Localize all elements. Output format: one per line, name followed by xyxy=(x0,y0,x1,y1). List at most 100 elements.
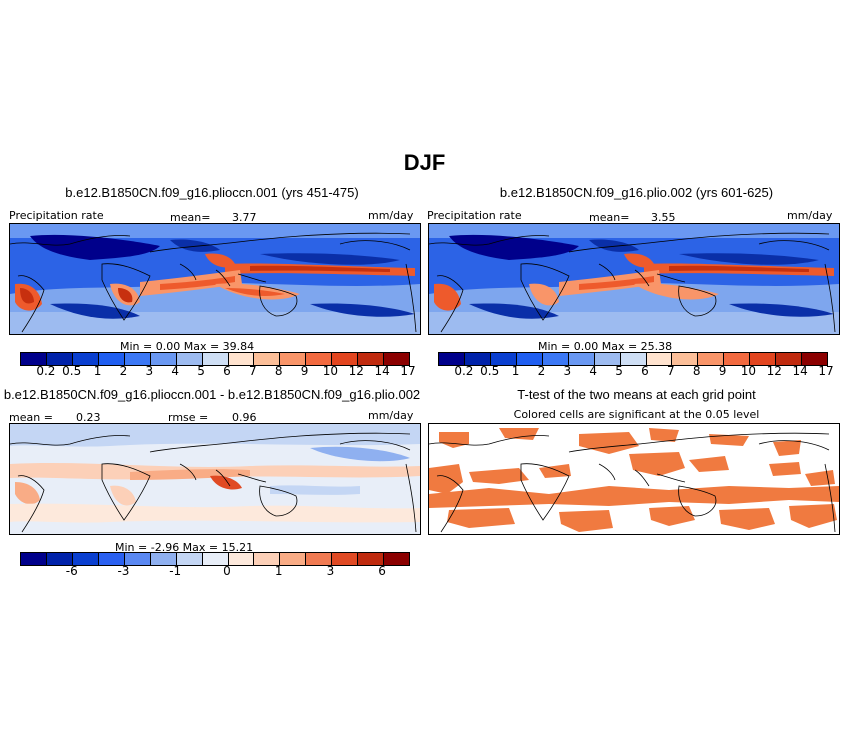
panel2-title: b.e12.B1850CN.f09_g16.plio.002 (yrs 601-… xyxy=(499,185,774,200)
panel3-map-svg xyxy=(10,424,420,534)
colorbar-swatch xyxy=(280,553,307,565)
colorbar-swatch xyxy=(98,353,125,365)
colorbar-label: 3 xyxy=(563,364,572,378)
colorbar-swatch xyxy=(594,353,621,365)
colorbar-label: 6 xyxy=(378,564,386,578)
colorbar-label: 0.2 xyxy=(454,364,474,378)
panel1-colorbar xyxy=(20,352,410,366)
colorbar-label: 5 xyxy=(197,364,205,378)
panel3-rmse-label: rmse = xyxy=(168,411,209,424)
colorbar-label: -1 xyxy=(169,564,182,578)
panel1-colorbar-labels: 0.2 0.5 1 2 3 4 5 6 7 8 9 10 12 14 17 xyxy=(20,364,415,380)
colorbar-swatch xyxy=(150,553,177,565)
colorbar-swatch xyxy=(802,353,828,365)
colorbar-swatch xyxy=(254,553,281,565)
colorbar-swatch xyxy=(202,553,229,565)
panel2-colorbar-labels: 0.2 0.5 1 2 3 4 5 6 7 8 9 10 12 14 17 xyxy=(438,364,833,380)
colorbar-label: 10 xyxy=(322,364,339,378)
panel3-colorbar xyxy=(20,552,410,566)
colorbar-swatch xyxy=(124,353,151,365)
panel3-mean-value: 0.23 xyxy=(76,411,101,424)
colorbar-swatch xyxy=(46,553,73,565)
colorbar-label: 12 xyxy=(348,364,364,378)
colorbar-swatch xyxy=(646,353,673,365)
colorbar-label: -6 xyxy=(65,564,78,578)
colorbar-label: 8 xyxy=(274,364,283,378)
panel4-map xyxy=(428,423,840,535)
colorbar-label: 2 xyxy=(537,364,546,378)
colorbar-label: 5 xyxy=(615,364,623,378)
panel3-mean-label: mean = xyxy=(9,411,53,424)
panel3-title: b.e12.B1850CN.f09_g16.plioccn.001 - b.e1… xyxy=(3,387,421,402)
panel2-minmax: Min = 0.00 Max = 25.38 xyxy=(538,340,673,353)
colorbar-label: 8 xyxy=(692,364,701,378)
colorbar-label: 17 xyxy=(400,364,416,378)
colorbar-swatch xyxy=(672,353,699,365)
colorbar-swatch xyxy=(254,353,281,365)
colorbar-swatch xyxy=(72,353,99,365)
colorbar-swatch xyxy=(306,353,333,365)
colorbar-swatch xyxy=(439,353,465,365)
panel4-title: T-test of the two means at each grid poi… xyxy=(517,387,756,402)
colorbar-swatch xyxy=(228,553,255,565)
colorbar-label: 1 xyxy=(511,364,520,378)
colorbar-swatch xyxy=(542,353,569,365)
colorbar-label: 2 xyxy=(119,364,128,378)
colorbar-swatch xyxy=(332,353,359,365)
colorbar-label: 9 xyxy=(718,364,727,378)
colorbar-swatch xyxy=(750,353,777,365)
colorbar-swatch xyxy=(280,353,307,365)
colorbar-label: 9 xyxy=(300,364,309,378)
colorbar-swatch xyxy=(306,553,333,565)
colorbar-swatch xyxy=(620,353,647,365)
colorbar-swatch xyxy=(72,553,99,565)
colorbar-swatch xyxy=(568,353,595,365)
colorbar-swatch xyxy=(176,553,203,565)
colorbar-swatch xyxy=(98,553,125,565)
colorbar-label: 10 xyxy=(740,364,757,378)
colorbar-swatch xyxy=(776,353,803,365)
colorbar-swatch xyxy=(490,353,517,365)
colorbar-label: 1 xyxy=(93,364,102,378)
panel3-units: mm/day xyxy=(368,409,414,422)
panel3-minmax: Min = -2.96 Max = 15.21 xyxy=(115,541,254,554)
colorbar-swatch xyxy=(150,353,177,365)
colorbar-label: 7 xyxy=(248,364,257,378)
panel1-mean-value: 3.77 xyxy=(232,211,257,224)
colorbar-swatch xyxy=(46,353,73,365)
panel1-title: b.e12.B1850CN.f09_g16.plioccn.001 (yrs 4… xyxy=(65,185,359,200)
colorbar-label: 14 xyxy=(792,364,808,378)
colorbar-label: 3 xyxy=(326,564,335,578)
colorbar-label: 4 xyxy=(171,364,180,378)
colorbar-label: 6 xyxy=(223,364,231,378)
panel1-minmax: Min = 0.00 Max = 39.84 xyxy=(120,340,255,353)
colorbar-label: 0 xyxy=(223,564,231,578)
panel2-map xyxy=(428,223,840,335)
colorbar-label: 4 xyxy=(589,364,598,378)
colorbar-label: 1 xyxy=(274,564,283,578)
panel1-mean-label: mean= xyxy=(170,211,211,224)
panel1-variable: Precipitation rate xyxy=(9,209,104,222)
panel2-mean-value: 3.55 xyxy=(651,211,676,224)
panel1-map-svg xyxy=(10,224,420,334)
panel2-mean-label: mean= xyxy=(589,211,630,224)
panel4-map-svg xyxy=(429,424,839,534)
panel3-map xyxy=(9,423,421,535)
panel4-subtitle: Colored cells are significant at the 0.0… xyxy=(513,408,760,421)
colorbar-swatch xyxy=(464,353,491,365)
colorbar-swatch xyxy=(384,353,410,365)
colorbar-swatch xyxy=(698,353,725,365)
colorbar-swatch xyxy=(332,553,359,565)
colorbar-label: 3 xyxy=(145,364,154,378)
colorbar-label: -3 xyxy=(117,564,130,578)
colorbar-label: 17 xyxy=(818,364,834,378)
colorbar-swatch xyxy=(21,353,47,365)
colorbar-label: 6 xyxy=(641,364,649,378)
colorbar-swatch xyxy=(384,553,410,565)
colorbar-swatch xyxy=(358,553,385,565)
colorbar-swatch xyxy=(516,353,543,365)
panel1-map xyxy=(9,223,421,335)
colorbar-swatch xyxy=(202,353,229,365)
colorbar-label: 0.5 xyxy=(480,364,500,378)
panel2-map-svg xyxy=(429,224,839,334)
